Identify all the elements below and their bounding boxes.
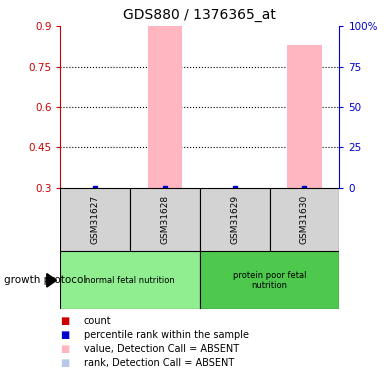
Text: normal fetal nutrition: normal fetal nutrition	[85, 276, 175, 285]
Polygon shape	[47, 274, 57, 287]
Text: GSM31630: GSM31630	[300, 195, 309, 244]
Bar	[287, 45, 322, 188]
Title: GDS880 / 1376365_at: GDS880 / 1376365_at	[124, 9, 276, 22]
Bar	[200, 188, 269, 251]
Bar	[147, 26, 183, 188]
Bar	[60, 188, 130, 251]
Text: rank, Detection Call = ABSENT: rank, Detection Call = ABSENT	[84, 358, 234, 368]
Bar	[130, 188, 200, 251]
Text: GSM31628: GSM31628	[161, 195, 170, 244]
Text: ■: ■	[60, 316, 70, 326]
Text: value, Detection Call = ABSENT: value, Detection Call = ABSENT	[84, 344, 239, 354]
Text: GSM31629: GSM31629	[230, 195, 239, 244]
Text: count: count	[84, 316, 112, 326]
Text: ■: ■	[60, 344, 70, 354]
Text: ■: ■	[60, 330, 70, 340]
Bar	[200, 251, 339, 309]
Bar	[269, 188, 339, 251]
Text: protein poor fetal
nutrition: protein poor fetal nutrition	[233, 271, 306, 290]
Text: ■: ■	[60, 358, 70, 368]
Text: growth protocol: growth protocol	[4, 275, 86, 285]
Text: percentile rank within the sample: percentile rank within the sample	[84, 330, 249, 340]
Bar	[60, 251, 200, 309]
Text: GSM31627: GSM31627	[91, 195, 100, 244]
